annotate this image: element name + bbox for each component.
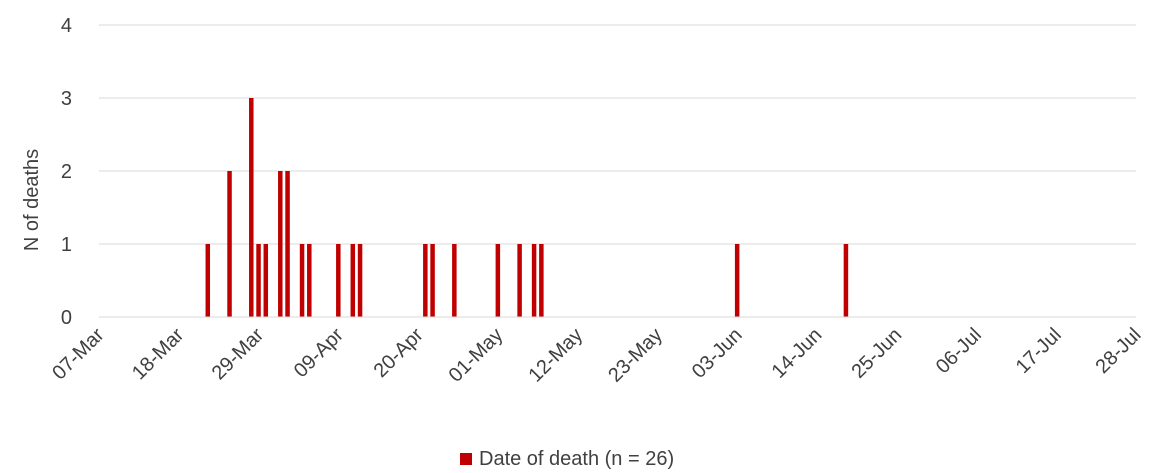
bar xyxy=(227,171,232,317)
legend-swatch xyxy=(460,453,472,465)
bar xyxy=(495,244,501,317)
bar xyxy=(423,244,428,317)
x-tick-label: 18-Mar xyxy=(128,324,189,385)
bar xyxy=(734,244,740,317)
y-tick-label: 4 xyxy=(61,15,72,37)
x-tick-label: 28-Jul xyxy=(1091,324,1145,378)
y-axis-title: N of deaths xyxy=(21,149,43,251)
bar xyxy=(336,244,341,317)
y-axis-ticks: 0 1 2 3 4 xyxy=(61,15,72,329)
x-tick-label: 14-Jun xyxy=(768,324,827,383)
bar xyxy=(350,244,356,317)
bar xyxy=(278,171,283,317)
bar xyxy=(452,244,457,317)
bar xyxy=(539,244,544,317)
bar xyxy=(307,244,312,317)
gridlines xyxy=(99,24,1136,245)
x-tick-label: 17-Jul xyxy=(1012,324,1066,378)
bar xyxy=(285,171,290,317)
bar xyxy=(357,244,363,317)
x-tick-label: 23-May xyxy=(604,324,667,387)
x-axis-ticks: 07-Mar 18-Mar 29-Mar 09-Apr 20-Apr 01-May 12-M… xyxy=(48,324,1145,387)
bar xyxy=(843,244,849,317)
bar xyxy=(430,244,435,317)
legend-label: Date of death (n = 26) xyxy=(479,448,674,470)
bar xyxy=(256,244,261,317)
legend: Date of death (n = 26) xyxy=(460,448,674,470)
y-tick-label: 3 xyxy=(61,88,72,110)
y-tick-label: 2 xyxy=(61,161,72,183)
x-tick-label: 20-Apr xyxy=(370,324,428,382)
x-tick-label: 12-May xyxy=(524,324,587,387)
y-tick-label: 0 xyxy=(61,307,72,329)
x-tick-label: 03-Jun xyxy=(688,324,747,383)
x-tick-label: 09-Apr xyxy=(290,324,348,382)
bar xyxy=(517,244,522,317)
bars xyxy=(205,98,849,317)
y-tick-label: 1 xyxy=(61,234,72,256)
bar xyxy=(531,244,537,317)
x-tick-label: 25-Jun xyxy=(847,324,906,383)
x-tick-label: 01-May xyxy=(445,324,508,387)
x-tick-label: 29-Mar xyxy=(208,324,269,385)
x-tick-label: 06-Jul xyxy=(932,324,986,378)
bar xyxy=(205,244,211,317)
bar xyxy=(249,98,254,317)
bar xyxy=(263,244,269,317)
bar xyxy=(299,244,305,317)
x-tick-label: 07-Mar xyxy=(48,324,109,385)
